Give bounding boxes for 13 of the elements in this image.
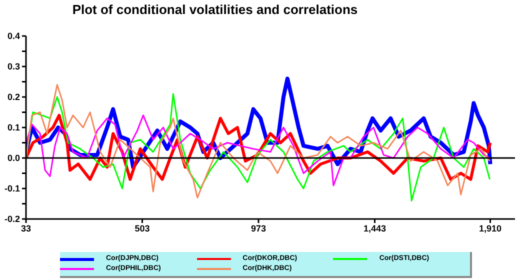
y-tick-label: -0.1 (4, 184, 20, 194)
x-tick-label: 973 (250, 223, 266, 234)
y-tick-label: 0.3 (7, 62, 20, 72)
x-tick-label: 1,910 (479, 223, 502, 234)
y-tick-label: 0.2 (7, 92, 20, 102)
chart-title: Plot of conditional volatilities and correlations (71, 2, 359, 17)
y-tick-label: -0.2 (4, 214, 20, 224)
x-tick-label: 1,443 (363, 223, 386, 234)
y-tick-label: 0.0 (7, 153, 20, 164)
x-tick-label: 503 (134, 223, 150, 234)
y-tick-label: 0.1 (7, 122, 20, 133)
y-tick-label: 0.4 (7, 31, 20, 42)
x-tick-label: 33 (20, 223, 32, 234)
